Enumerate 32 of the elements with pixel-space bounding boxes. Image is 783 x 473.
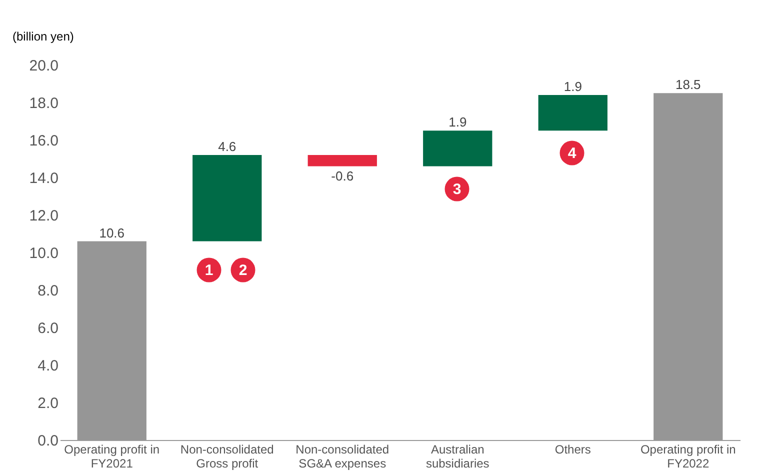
x-tick-label: Operating profit in FY2021 <box>64 442 160 470</box>
y-axis-title: (billion yen) <box>12 30 74 44</box>
data-label: -0.6 <box>331 168 354 184</box>
y-tick-label: 20.0 <box>29 58 58 74</box>
annotation: 4 <box>568 145 577 162</box>
y-tick-label: 14.0 <box>29 170 58 187</box>
y-tick-label: 0.0 <box>38 432 58 450</box>
data-label: 10.6 <box>99 225 125 240</box>
x-tick-label: Others <box>554 442 591 456</box>
data-label: 1.9 <box>564 79 582 94</box>
y-tick-label: 6.0 <box>38 320 58 337</box>
y-tick-label: 18.0 <box>29 95 58 112</box>
bar <box>423 130 492 166</box>
data-label: 4.6 <box>218 139 236 154</box>
y-tick-label: 4.0 <box>38 358 58 374</box>
data-label: 18.5 <box>675 77 701 92</box>
x-tick-label: Non-consolidated Gross profit <box>180 442 274 470</box>
data-label: 1.9 <box>448 114 467 130</box>
y-tick-label: 16.0 <box>29 132 58 150</box>
annotation: 1 <box>204 262 214 279</box>
x-tick-label: Non-consolidated SG&A expenses <box>296 442 390 470</box>
annotation: 3 <box>452 181 462 198</box>
y-tick-label: 10.0 <box>29 245 58 262</box>
x-tick-label: Australian subsidiaries <box>426 442 490 470</box>
x-tick-label: Operating profit in FY2022 <box>640 442 736 470</box>
bar <box>308 155 377 166</box>
annotation: 2 <box>238 262 248 279</box>
bar <box>192 155 262 242</box>
bar <box>538 95 608 131</box>
y-tick-label: 8.0 <box>38 282 58 300</box>
y-tick-label: 2.0 <box>38 395 58 412</box>
y-tick-label: 12.0 <box>29 208 58 224</box>
